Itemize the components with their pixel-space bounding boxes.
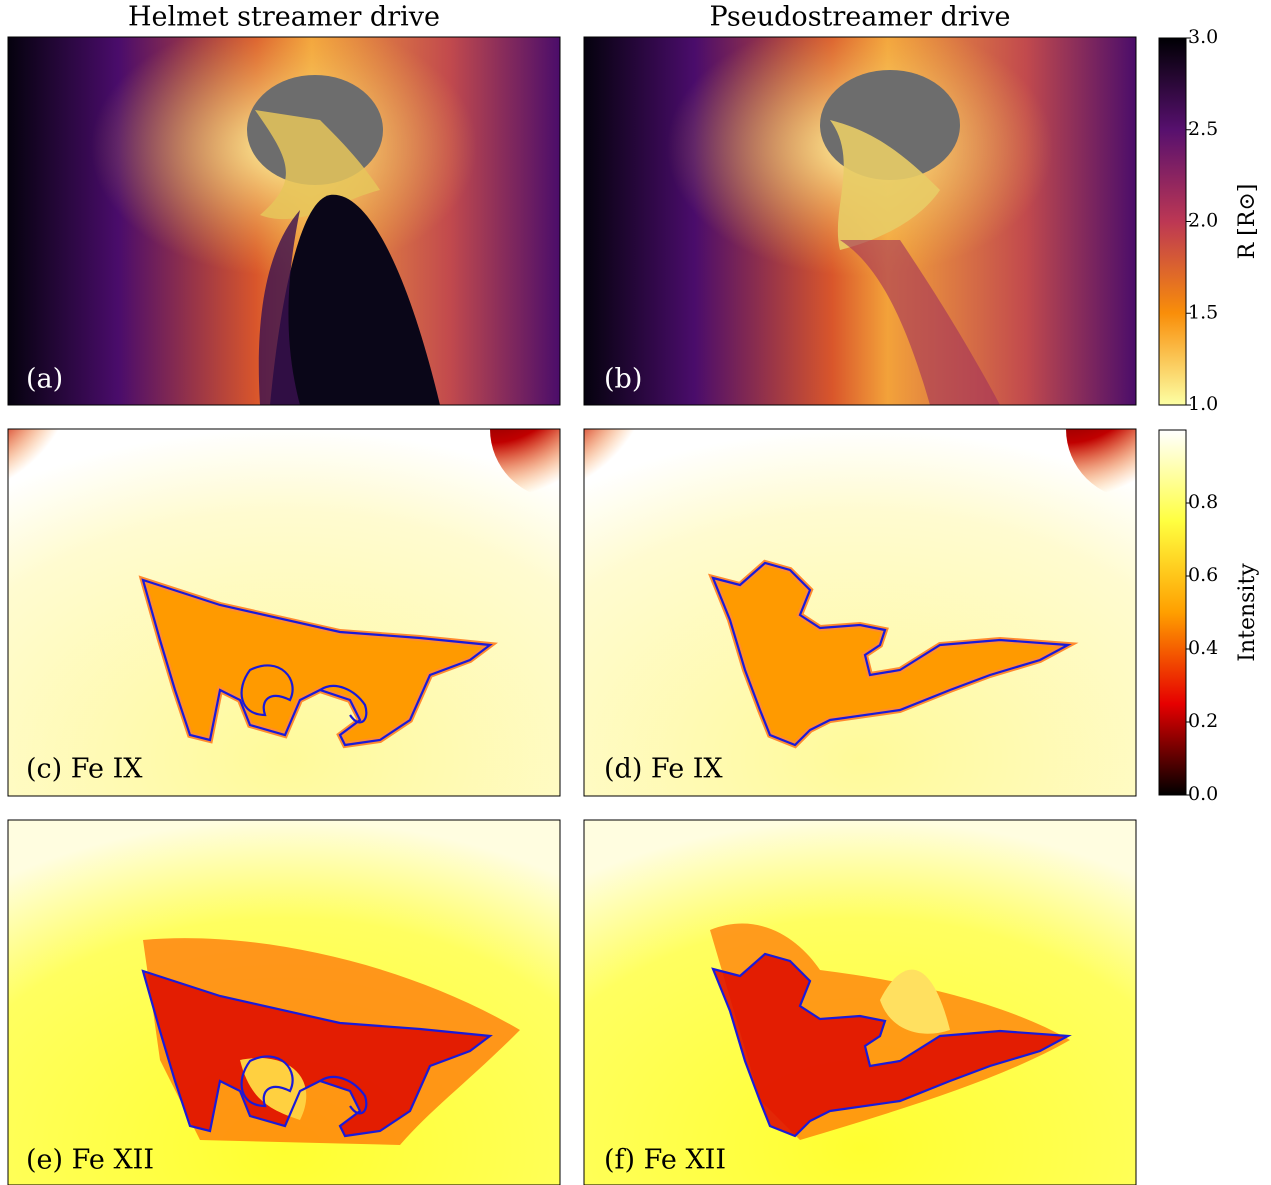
tick-label: 0.0 xyxy=(1188,783,1218,805)
colorbar-label: Intensity xyxy=(1235,563,1260,662)
panel-label: (e) Fe XII xyxy=(26,1145,154,1176)
panel-image xyxy=(8,37,560,405)
tick-label: 1.0 xyxy=(1188,393,1218,415)
colorbar xyxy=(1159,38,1186,405)
colorbar xyxy=(1159,430,1186,795)
panel-image xyxy=(584,37,1136,405)
column-title: Helmet streamer drive xyxy=(128,2,440,33)
panel-label: (c) Fe IX xyxy=(26,754,143,785)
tick-label: 2.0 xyxy=(1188,210,1218,232)
panel-image xyxy=(8,820,560,1185)
panel-label: (b) xyxy=(604,364,642,395)
tick-label: 0.6 xyxy=(1188,564,1218,586)
tick-label: 0.4 xyxy=(1188,637,1218,659)
panel-image xyxy=(0,359,630,796)
panel-image xyxy=(514,359,1206,796)
figure: Helmet streamer drive Pseudostreamer dri… xyxy=(0,0,1271,1185)
tick-label: 0.2 xyxy=(1188,710,1218,732)
panel-image xyxy=(584,820,1136,1185)
colorbar-label: R [R⊙] xyxy=(1235,184,1260,260)
tick-label: 0.8 xyxy=(1188,491,1218,513)
tick-label: 3.0 xyxy=(1188,26,1218,48)
panel-label: (f) Fe XII xyxy=(604,1145,726,1176)
panel-label: (d) Fe IX xyxy=(604,754,723,785)
tick-label: 2.5 xyxy=(1188,118,1218,140)
column-title: Pseudostreamer drive xyxy=(709,2,1010,33)
tick-label: 1.5 xyxy=(1188,301,1218,323)
panel-label: (a) xyxy=(26,364,63,395)
